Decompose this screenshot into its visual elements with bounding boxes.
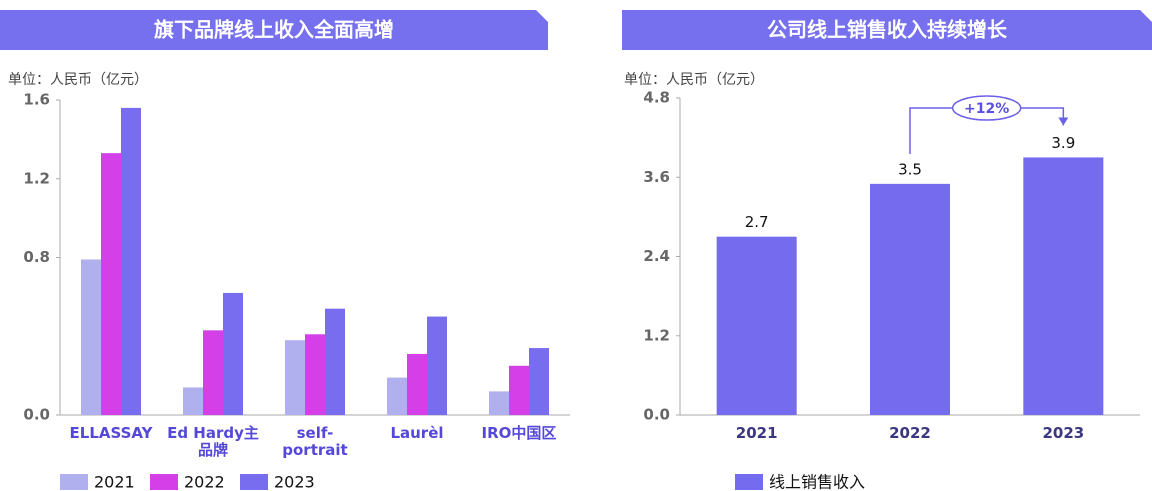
y-tick-label: 4.8 [643, 89, 670, 107]
x-tick-label: Ed Hardy主品牌 [167, 424, 259, 459]
unit-label: 单位：人民币（亿元） [8, 72, 148, 88]
annotation: +12% [964, 101, 1009, 117]
bar [81, 259, 101, 415]
bar [203, 330, 223, 415]
x-tick-label: IRO中国区 [481, 424, 557, 442]
x-tick-label: 2023 [1042, 424, 1085, 442]
bar [101, 153, 121, 415]
x-tick-label: Laurèl [390, 424, 444, 442]
legend-label: 2022 [184, 473, 225, 491]
value-label: 3.9 [1051, 134, 1075, 152]
bar [285, 340, 305, 415]
bar [325, 308, 345, 415]
bar [121, 107, 141, 415]
bar [183, 387, 203, 415]
legend-swatch [60, 474, 88, 490]
value-label: 3.5 [898, 160, 922, 178]
bar [870, 183, 950, 415]
bar [305, 334, 325, 415]
x-tick-label: self-portrait [282, 424, 348, 459]
bar [223, 292, 243, 415]
legend-swatch [150, 474, 178, 490]
x-tick-label: ELLASSAY [69, 424, 153, 442]
chart-title: 旗下品牌线上收入全面高增 [154, 18, 394, 42]
annotation-bubble [951, 95, 1022, 121]
legend-label: 线上销售收入 [769, 473, 865, 491]
y-tick-label: 2.4 [643, 247, 670, 265]
bar [387, 377, 407, 415]
value-label: 2.7 [745, 213, 769, 231]
annotation-arrow [1058, 117, 1069, 126]
title-banner [622, 10, 1152, 50]
bar [529, 348, 549, 415]
legend-label: 2021 [94, 473, 135, 491]
legend-swatch [735, 474, 763, 490]
chart-title: 公司线上销售收入持续增长 [767, 18, 1008, 42]
x-tick-label: 2021 [735, 424, 778, 442]
y-tick-label: 0.8 [23, 248, 50, 266]
y-tick-label: 1.2 [643, 326, 670, 344]
y-tick-label: 0.0 [643, 406, 670, 424]
bar [1023, 157, 1104, 415]
title-banner [0, 10, 548, 50]
y-tick-label: 1.6 [23, 91, 50, 109]
bar [509, 365, 529, 415]
x-tick-label: 2022 [889, 424, 931, 442]
bar [716, 236, 797, 415]
y-tick-label: 0.0 [23, 406, 50, 424]
y-tick-label: 1.2 [23, 169, 50, 187]
legend-label: 2023 [274, 473, 315, 491]
unit-label: 单位：人民币（亿元） [624, 72, 764, 88]
bar [407, 353, 427, 415]
bar [489, 391, 509, 415]
legend-swatch [240, 474, 268, 490]
y-tick-label: 3.6 [643, 168, 670, 186]
bar [427, 316, 447, 415]
